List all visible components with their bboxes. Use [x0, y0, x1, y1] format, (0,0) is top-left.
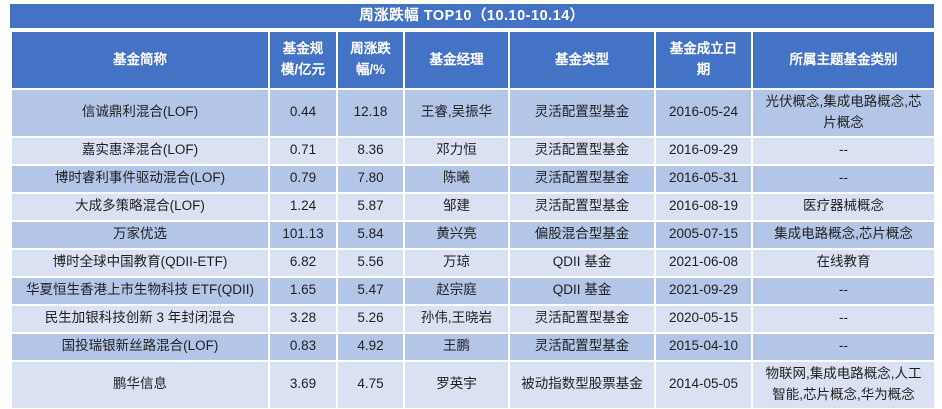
- cell-fund-manager: 陈曦: [403, 163, 510, 194]
- cell-weekly-change: 5.56: [336, 247, 405, 278]
- cell-weekly-change: 12.18: [336, 88, 405, 138]
- cell-weekly-change: 5.84: [336, 219, 405, 250]
- cell-fund-type: 灵活配置型基金: [508, 191, 656, 222]
- column-header-inception-date: 基金成立日期: [654, 30, 753, 90]
- cell-fund-type: 灵活配置型基金: [508, 163, 656, 194]
- table-title: 周涨跌幅 TOP10（10.10-10.14）: [10, 4, 934, 28]
- funds-table: 基金简称 基金规模/亿元 周涨跌幅/% 基金经理 基金类型 基金成立日期 所属主题基金类别 …: [10, 30, 936, 409]
- cell-fund-manager: 黄兴亮: [403, 219, 510, 250]
- cell-weekly-change: 8.36: [336, 135, 405, 166]
- table-row: 嘉实惠泽混合(LOF) 0.71 8.36 邓力恒 灵活配置型基金 2016-09-29-…: [10, 135, 936, 166]
- cell-inception-date: 2005-07-15: [654, 219, 753, 250]
- table-row: 博时睿利事件驱动混合(LOF) 0.79 7.80 陈曦 灵活配置型基金 2016-05-…: [10, 163, 936, 194]
- cell-theme-category: --: [751, 303, 936, 334]
- cell-fund-scale: 0.71: [268, 135, 338, 166]
- cell-inception-date: 2021-09-29: [654, 275, 753, 306]
- cell-fund-manager: 赵宗庭: [403, 275, 510, 306]
- cell-fund-scale: 3.28: [268, 303, 338, 334]
- cell-fund-name: 华夏恒生香港上市生物科技 ETF(QDII): [10, 275, 270, 306]
- cell-fund-name: 博时睿利事件驱动混合(LOF): [10, 163, 270, 194]
- cell-fund-type: 灵活配置型基金: [508, 135, 656, 166]
- cell-theme-category: 物联网,集成电路概念,人工智能,芯片概念,华为概念: [751, 359, 936, 409]
- cell-inception-date: 2016-05-24: [654, 88, 753, 138]
- cell-fund-scale: 0.79: [268, 163, 338, 194]
- column-header-fund-type: 基金类型: [508, 30, 656, 90]
- cell-fund-scale: 0.83: [268, 331, 338, 362]
- cell-inception-date: 2020-05-15: [654, 303, 753, 334]
- cell-theme-category: --: [751, 135, 936, 166]
- cell-fund-scale: 0.44: [268, 88, 338, 138]
- cell-fund-type: 灵活配置型基金: [508, 303, 656, 334]
- cell-weekly-change: 5.87: [336, 191, 405, 222]
- cell-inception-date: 2014-05-05: [654, 359, 753, 409]
- cell-fund-scale: 1.24: [268, 191, 338, 222]
- cell-theme-category: --: [751, 331, 936, 362]
- cell-fund-name: 国投瑞银新丝路混合(LOF): [10, 331, 270, 362]
- cell-weekly-change: 4.92: [336, 331, 405, 362]
- table-row: 鹏华信息 3.69 4.75 罗英宇 被动指数型股票基金 2014-05-05 物联网,集成…: [10, 359, 936, 409]
- table-row: 华夏恒生香港上市生物科技 ETF(QDII) 1.65 5.47 赵宗庭 QDII 基金…: [10, 275, 936, 306]
- cell-fund-name: 鹏华信息: [10, 359, 270, 409]
- cell-fund-name: 民生加银科技创新 3 年封闭混合: [10, 303, 270, 334]
- cell-fund-scale: 3.69: [268, 359, 338, 409]
- cell-theme-category: 在线教育: [751, 247, 936, 278]
- cell-theme-category: --: [751, 275, 936, 306]
- cell-theme-category: 光伏概念,集成电路概念,芯片概念: [751, 88, 936, 138]
- cell-fund-type: 被动指数型股票基金: [508, 359, 656, 409]
- cell-inception-date: 2016-05-31: [654, 163, 753, 194]
- table-row: 国投瑞银新丝路混合(LOF) 0.83 4.92 王鹏 灵活配置型基金 2015-04-1…: [10, 331, 936, 362]
- table-row: 信诚鼎利混合(LOF) 0.44 12.18 王睿,吴振华 灵活配置型基金 2016-05…: [10, 88, 936, 138]
- cell-fund-manager: 罗英宇: [403, 359, 510, 409]
- table-row: 大成多策略混合(LOF) 1.24 5.87 邹建 灵活配置型基金 2016-08-19 医…: [10, 191, 936, 222]
- table-body: 信诚鼎利混合(LOF) 0.44 12.18 王睿,吴振华 灵活配置型基金 2016-05…: [10, 88, 936, 409]
- cell-fund-manager: 王鹏: [403, 331, 510, 362]
- cell-inception-date: 2015-04-10: [654, 331, 753, 362]
- column-header-fund-manager: 基金经理: [403, 30, 510, 90]
- cell-fund-manager: 邹建: [403, 191, 510, 222]
- cell-fund-scale: 101.13: [268, 219, 338, 250]
- cell-fund-type: QDII 基金: [508, 275, 656, 306]
- cell-fund-name: 大成多策略混合(LOF): [10, 191, 270, 222]
- cell-fund-manager: 孙伟,王晓岩: [403, 303, 510, 334]
- cell-inception-date: 2016-09-29: [654, 135, 753, 166]
- cell-fund-manager: 王睿,吴振华: [403, 88, 510, 138]
- cell-fund-name: 嘉实惠泽混合(LOF): [10, 135, 270, 166]
- cell-theme-category: 医疗器械概念: [751, 191, 936, 222]
- column-header-theme-category: 所属主题基金类别: [751, 30, 936, 90]
- cell-inception-date: 2021-06-08: [654, 247, 753, 278]
- cell-fund-manager: 万琼: [403, 247, 510, 278]
- cell-fund-name: 信诚鼎利混合(LOF): [10, 88, 270, 138]
- table-row: 民生加银科技创新 3 年封闭混合 3.28 5.26 孙伟,王晓岩 灵活配置型基金 202…: [10, 303, 936, 334]
- cell-fund-scale: 6.82: [268, 247, 338, 278]
- cell-weekly-change: 4.75: [336, 359, 405, 409]
- cell-theme-category: 集成电路概念,芯片概念: [751, 219, 936, 250]
- cell-fund-type: QDII 基金: [508, 247, 656, 278]
- column-header-fund-scale: 基金规模/亿元: [268, 30, 338, 90]
- cell-inception-date: 2016-08-19: [654, 191, 753, 222]
- column-header-fund-name: 基金简称: [10, 30, 270, 90]
- cell-weekly-change: 7.80: [336, 163, 405, 194]
- table-row: 万家优选 101.13 5.84 黄兴亮 偏股混合型基金 2005-07-15 集成电路概念…: [10, 219, 936, 250]
- cell-fund-scale: 1.65: [268, 275, 338, 306]
- cell-weekly-change: 5.47: [336, 275, 405, 306]
- cell-fund-name: 万家优选: [10, 219, 270, 250]
- column-header-weekly-change: 周涨跌幅/%: [336, 30, 405, 90]
- header-row: 基金简称 基金规模/亿元 周涨跌幅/% 基金经理 基金类型 基金成立日期 所属主题基金类别: [10, 30, 936, 90]
- cell-fund-type: 灵活配置型基金: [508, 88, 656, 138]
- cell-fund-manager: 邓力恒: [403, 135, 510, 166]
- cell-fund-name: 博时全球中国教育(QDII-ETF): [10, 247, 270, 278]
- cell-fund-type: 偏股混合型基金: [508, 219, 656, 250]
- table-row: 博时全球中国教育(QDII-ETF) 6.82 5.56 万琼 QDII 基金 2021-…: [10, 247, 936, 278]
- cell-theme-category: --: [751, 163, 936, 194]
- cell-weekly-change: 5.26: [336, 303, 405, 334]
- cell-fund-type: 灵活配置型基金: [508, 331, 656, 362]
